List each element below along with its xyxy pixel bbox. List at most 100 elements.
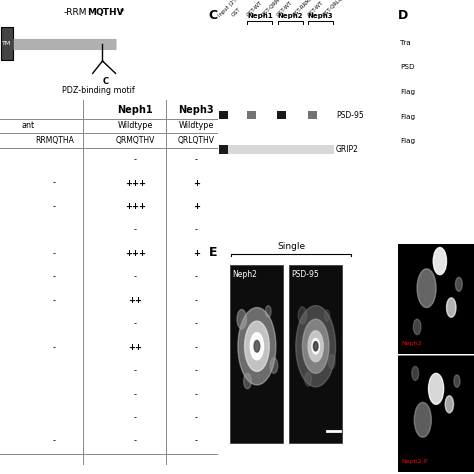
Circle shape xyxy=(296,306,336,387)
Circle shape xyxy=(454,375,460,387)
Text: -: - xyxy=(134,319,137,328)
Bar xyxy=(219,145,334,154)
Text: TM: TM xyxy=(2,41,11,46)
Text: -: - xyxy=(134,413,137,422)
Text: PSD-95: PSD-95 xyxy=(292,270,319,279)
Text: QRMQTHV: QRMQTHV xyxy=(116,136,155,145)
Text: -: - xyxy=(195,273,198,282)
Text: +: + xyxy=(193,179,200,188)
Circle shape xyxy=(445,396,454,413)
Text: PSD-95: PSD-95 xyxy=(336,111,364,120)
Text: +++: +++ xyxy=(125,202,146,211)
Text: -: - xyxy=(134,390,137,399)
Text: -: - xyxy=(195,319,198,328)
Circle shape xyxy=(324,310,330,321)
Text: Flag: Flag xyxy=(400,89,415,95)
Text: Tra: Tra xyxy=(400,40,410,46)
Circle shape xyxy=(328,355,335,369)
Text: Neph2: Neph2 xyxy=(278,13,303,19)
Text: Neph1: Neph1 xyxy=(247,13,273,19)
Bar xyxy=(398,356,474,472)
Circle shape xyxy=(302,319,329,374)
Bar xyxy=(230,265,283,443)
Text: Wildtype: Wildtype xyxy=(118,121,153,130)
Text: +: + xyxy=(193,249,200,258)
Text: GST-QRMQTHA: GST-QRMQTHA xyxy=(261,0,292,18)
Text: +++: +++ xyxy=(125,179,146,188)
Circle shape xyxy=(412,366,419,380)
Text: -: - xyxy=(53,437,56,446)
Bar xyxy=(247,111,256,119)
Text: GST-WT: GST-WT xyxy=(276,0,294,18)
Circle shape xyxy=(250,333,264,360)
Text: -: - xyxy=(195,226,198,235)
Text: -: - xyxy=(195,155,198,164)
Circle shape xyxy=(245,321,269,372)
Text: M: M xyxy=(87,8,96,17)
Circle shape xyxy=(413,319,421,335)
Text: E: E xyxy=(209,246,217,259)
Bar xyxy=(398,244,474,354)
Text: ++: ++ xyxy=(128,343,142,352)
Text: QRLQTHV: QRLQTHV xyxy=(178,136,215,145)
Bar xyxy=(277,111,286,119)
Text: ant: ant xyxy=(22,121,35,130)
Text: C: C xyxy=(103,77,109,86)
Text: Neph2: Neph2 xyxy=(233,270,257,279)
Text: -: - xyxy=(195,437,198,446)
Text: Input (2%): Input (2%) xyxy=(218,0,241,18)
Text: GST: GST xyxy=(231,7,242,18)
Text: Neph2-P: Neph2-P xyxy=(401,459,428,465)
Text: -: - xyxy=(134,437,137,446)
Circle shape xyxy=(312,338,319,354)
Circle shape xyxy=(265,306,271,317)
Text: GST-QRLQTHA: GST-QRLQTHA xyxy=(322,0,352,18)
Text: -: - xyxy=(53,273,56,282)
Text: C: C xyxy=(209,9,218,22)
Text: ++: ++ xyxy=(128,296,142,305)
Bar xyxy=(219,145,228,154)
Text: D: D xyxy=(398,9,409,22)
Text: Neph2: Neph2 xyxy=(401,341,422,346)
Circle shape xyxy=(244,374,251,389)
Circle shape xyxy=(308,331,323,362)
Text: -: - xyxy=(53,343,56,352)
Bar xyxy=(1,27,13,60)
Text: GST-RRMQTHA: GST-RRMQTHA xyxy=(292,0,322,18)
Text: GST-WT: GST-WT xyxy=(246,0,264,18)
Circle shape xyxy=(238,308,276,385)
Text: +: + xyxy=(193,202,200,211)
Text: -: - xyxy=(195,296,198,305)
Text: Neph3: Neph3 xyxy=(178,105,214,115)
Text: *: * xyxy=(120,8,124,17)
Text: Neph1: Neph1 xyxy=(118,105,153,115)
Text: -: - xyxy=(195,413,198,422)
Circle shape xyxy=(447,298,456,317)
Text: -: - xyxy=(134,155,137,164)
Text: QTHV: QTHV xyxy=(95,8,124,17)
Text: -: - xyxy=(134,366,137,375)
Text: -RRM: -RRM xyxy=(64,8,87,17)
Text: Neph3: Neph3 xyxy=(308,13,333,19)
Circle shape xyxy=(270,358,278,374)
Text: Single: Single xyxy=(277,242,305,251)
Circle shape xyxy=(433,247,447,274)
Text: -: - xyxy=(134,226,137,235)
Bar xyxy=(289,265,342,443)
Circle shape xyxy=(237,310,246,329)
Text: -: - xyxy=(134,273,137,282)
Text: PSD: PSD xyxy=(400,64,415,70)
Bar xyxy=(219,111,228,119)
Circle shape xyxy=(456,277,462,292)
Text: -: - xyxy=(53,202,56,211)
Bar xyxy=(308,111,317,119)
Text: -: - xyxy=(53,179,56,188)
Text: +++: +++ xyxy=(125,249,146,258)
Circle shape xyxy=(305,372,311,386)
Text: -: - xyxy=(53,296,56,305)
Circle shape xyxy=(313,342,318,351)
Circle shape xyxy=(414,402,431,437)
Text: -: - xyxy=(53,249,56,258)
Text: Wildtype: Wildtype xyxy=(179,121,214,130)
Text: -: - xyxy=(195,366,198,375)
